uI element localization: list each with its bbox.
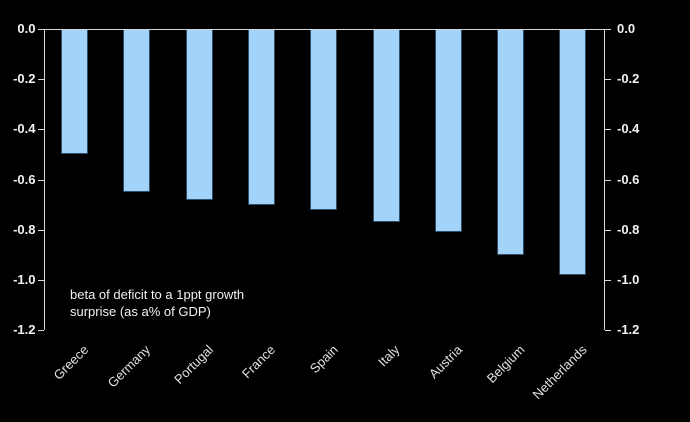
annotation-line-2: surprise (as a% of GDP) bbox=[70, 304, 211, 319]
bar-italy bbox=[372, 29, 400, 223]
ytick-mark-right bbox=[605, 129, 611, 131]
ytick-mark-right bbox=[605, 229, 611, 231]
ytick-label-right: -0.2 bbox=[617, 71, 640, 87]
ytick-label-left: -0.6 bbox=[13, 171, 36, 187]
x-label-italy: Italy bbox=[375, 342, 403, 370]
bar-austria bbox=[434, 29, 462, 233]
x-label-portugal: Portugal bbox=[170, 342, 216, 387]
x-label-greece: Greece bbox=[50, 342, 92, 383]
bar-portugal bbox=[185, 29, 213, 200]
bar-france bbox=[247, 29, 275, 205]
chart-annotation: beta of deficit to a 1ppt growth surpris… bbox=[70, 286, 244, 320]
bar-netherlands bbox=[559, 29, 587, 275]
ytick-label-left: -1.2 bbox=[13, 322, 36, 337]
zero-axis-line bbox=[43, 29, 605, 30]
x-label-germany: Germany bbox=[105, 342, 154, 391]
x-label-austria: Austria bbox=[425, 342, 465, 382]
bar-spain bbox=[310, 29, 338, 210]
ytick-mark-left bbox=[37, 129, 44, 131]
y-axis-left bbox=[43, 29, 45, 330]
ytick-label-left: -0.4 bbox=[13, 121, 36, 137]
ytick-mark-left bbox=[37, 79, 44, 81]
x-label-france: France bbox=[238, 342, 279, 382]
ytick-label-right: -1.0 bbox=[617, 271, 640, 287]
bar-germany bbox=[123, 29, 151, 193]
ytick-mark-right bbox=[605, 29, 611, 30]
ytick-label-right: -0.8 bbox=[617, 221, 640, 237]
ytick-label-right: -1.2 bbox=[617, 322, 640, 337]
ytick-label-left: -0.8 bbox=[13, 221, 36, 237]
ytick-label-left: -0.2 bbox=[13, 71, 36, 87]
ytick-mark-right bbox=[605, 279, 611, 281]
ytick-label-left: -1.0 bbox=[13, 271, 36, 287]
ytick-label-right: -0.4 bbox=[617, 121, 640, 137]
bar-belgium bbox=[497, 29, 525, 255]
ytick-mark-right bbox=[605, 179, 611, 181]
annotation-line-1: beta of deficit to a 1ppt growth bbox=[70, 287, 245, 302]
ytick-mark-left bbox=[37, 179, 44, 181]
ytick-mark-left bbox=[37, 29, 44, 30]
ytick-mark-left bbox=[37, 330, 44, 331]
x-label-netherlands: Netherlands bbox=[529, 342, 590, 403]
bar-greece bbox=[61, 29, 89, 155]
ytick-mark-right bbox=[605, 79, 611, 81]
y-axis-right bbox=[604, 29, 605, 330]
ytick-label-left: 0.0 bbox=[17, 21, 36, 36]
x-label-belgium: Belgium bbox=[483, 342, 528, 386]
ytick-mark-left bbox=[37, 229, 44, 231]
ytick-label-right: -0.6 bbox=[617, 171, 640, 187]
ytick-label-right: 0.0 bbox=[617, 21, 636, 36]
ytick-mark-left bbox=[37, 279, 44, 281]
x-label-spain: Spain bbox=[306, 342, 341, 377]
ytick-mark-right bbox=[605, 330, 611, 331]
